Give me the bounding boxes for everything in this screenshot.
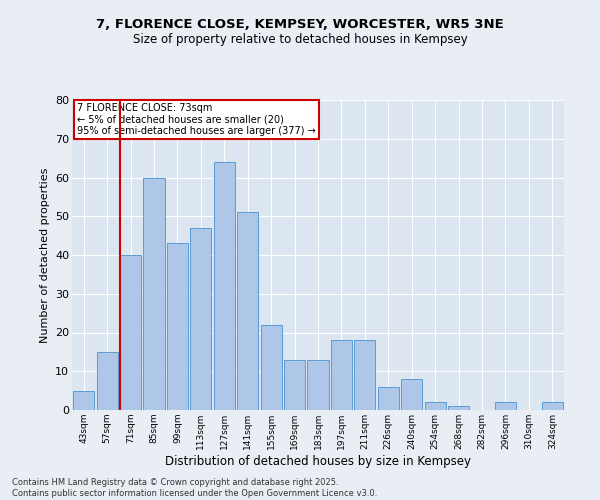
Bar bbox=[143, 178, 164, 410]
Bar bbox=[214, 162, 235, 410]
Text: 7, FLORENCE CLOSE, KEMPSEY, WORCESTER, WR5 3NE: 7, FLORENCE CLOSE, KEMPSEY, WORCESTER, W… bbox=[96, 18, 504, 30]
Bar bbox=[401, 379, 422, 410]
Y-axis label: Number of detached properties: Number of detached properties bbox=[40, 168, 50, 342]
Bar bbox=[542, 402, 563, 410]
Bar bbox=[355, 340, 376, 410]
Bar bbox=[331, 340, 352, 410]
Bar bbox=[307, 360, 329, 410]
Bar bbox=[73, 390, 94, 410]
Text: 7 FLORENCE CLOSE: 73sqm
← 5% of detached houses are smaller (20)
95% of semi-det: 7 FLORENCE CLOSE: 73sqm ← 5% of detached… bbox=[77, 103, 316, 136]
Bar bbox=[448, 406, 469, 410]
Bar bbox=[284, 360, 305, 410]
Bar bbox=[260, 325, 281, 410]
Bar bbox=[190, 228, 211, 410]
Text: Contains HM Land Registry data © Crown copyright and database right 2025.
Contai: Contains HM Land Registry data © Crown c… bbox=[12, 478, 377, 498]
Bar bbox=[97, 352, 118, 410]
Bar bbox=[425, 402, 446, 410]
Bar bbox=[495, 402, 516, 410]
X-axis label: Distribution of detached houses by size in Kempsey: Distribution of detached houses by size … bbox=[165, 454, 471, 468]
Bar bbox=[237, 212, 258, 410]
Bar bbox=[167, 244, 188, 410]
Bar bbox=[378, 387, 399, 410]
Bar bbox=[120, 255, 141, 410]
Text: Size of property relative to detached houses in Kempsey: Size of property relative to detached ho… bbox=[133, 32, 467, 46]
